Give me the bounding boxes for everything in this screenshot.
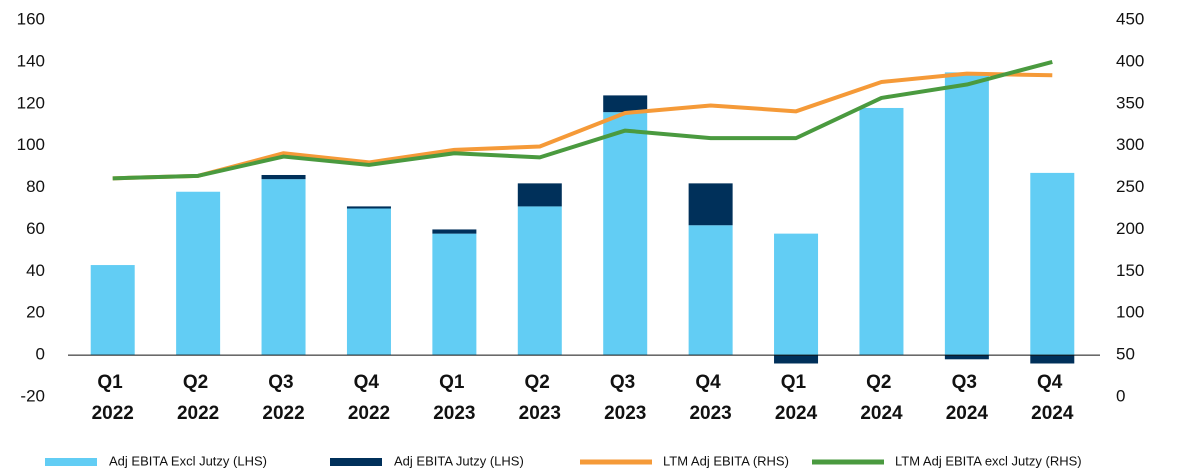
x-tick-label: Q3 2024: [946, 372, 989, 424]
legend-label: Adj EBITA Jutzy (LHS): [394, 453, 524, 468]
x-tick-label: Q4 2023: [689, 372, 731, 424]
y2-tick-label: 200: [1116, 219, 1144, 238]
y-tick-label: 80: [26, 177, 45, 196]
bar: [603, 112, 648, 356]
x-tick-label: Q1 2022: [92, 372, 134, 424]
bar: [859, 107, 904, 356]
bar: [176, 191, 221, 356]
y-tick-label: 20: [26, 303, 45, 322]
x-tick-label: Q2 2023: [519, 372, 561, 424]
legend-label: LTM Adj EBITA (RHS): [663, 453, 789, 468]
y-tick-label: -20: [20, 386, 45, 405]
legend-swatch: [330, 458, 382, 466]
bar: [1030, 172, 1075, 356]
bar: [688, 225, 733, 356]
line: [112, 59, 1053, 181]
x-tick-label: Q3 2022: [262, 372, 304, 424]
y-tick-label: 40: [26, 261, 45, 280]
x-tick-label-line: Q3: [610, 372, 641, 393]
x-tick-label-line: 2022: [348, 403, 390, 424]
y-tick-label: 0: [36, 345, 45, 364]
bar: [517, 206, 562, 356]
x-tick-label-line: 2024: [860, 403, 903, 424]
bar: [261, 174, 306, 180]
x-tick-label-line: Q1: [439, 372, 470, 393]
x-tick-label: Q3 2023: [604, 372, 646, 424]
y-tick-label: 60: [26, 219, 45, 238]
y2-tick-label: 250: [1116, 177, 1144, 196]
x-tick-label: Q2 2022: [177, 372, 219, 424]
bar: [432, 233, 477, 356]
y2-tick-label: 450: [1116, 9, 1144, 28]
bar: [517, 183, 562, 207]
y2-tick-label: 350: [1116, 93, 1144, 112]
bar: [346, 206, 391, 209]
x-tick-label-line: Q2: [866, 372, 897, 393]
bar: [603, 95, 648, 113]
legend-swatch: [45, 458, 97, 466]
x-tick-label-line: Q3: [952, 372, 983, 393]
bar: [1030, 355, 1075, 364]
bar: [774, 355, 819, 364]
x-tick-label: Q1 2023: [433, 372, 475, 424]
x-tick-label-line: 2023: [689, 403, 731, 424]
y-tick-label: 120: [17, 93, 45, 112]
x-tick-label-line: 2022: [262, 403, 304, 424]
bar: [346, 208, 391, 356]
y-tick-label: 160: [17, 9, 45, 28]
bar: [944, 355, 989, 360]
x-tick-label-line: Q2: [524, 372, 555, 393]
x-tick-label-line: Q3: [268, 372, 299, 393]
x-tick-label-line: Q1: [781, 372, 812, 393]
x-tick-label-line: 2024: [946, 403, 989, 424]
y2-tick-label: 300: [1116, 135, 1144, 154]
y2-tick-label: 50: [1116, 345, 1135, 364]
x-tick-label: Q2 2024: [860, 372, 903, 424]
y2-tick-label: 100: [1116, 303, 1144, 322]
x-tick-label-line: Q4: [354, 372, 385, 393]
x-tick-label: Q4 2022: [348, 372, 390, 424]
bar: [774, 233, 819, 356]
x-tick-label-line: 2023: [519, 403, 561, 424]
x-tick-label-line: Q2: [183, 372, 214, 393]
y2-tick-label: 150: [1116, 261, 1144, 280]
x-tick-label: Q4 2024: [1031, 372, 1074, 424]
bar: [432, 229, 477, 234]
y-tick-label: 140: [17, 51, 45, 70]
y2-tick-label: 400: [1116, 51, 1144, 70]
x-tick-label-line: Q4: [1037, 372, 1068, 393]
y-tick-label: 100: [17, 135, 45, 154]
bar: [261, 179, 306, 356]
x-tick-label-line: 2022: [92, 403, 134, 424]
x-tick-label-line: 2023: [433, 403, 475, 424]
x-tick-label-line: 2023: [604, 403, 646, 424]
x-tick-label-line: 2022: [177, 403, 219, 424]
x-tick-label-line: 2024: [1031, 403, 1074, 424]
legend-label: Adj EBITA Excl Jutzy (LHS): [109, 453, 267, 468]
bar: [688, 183, 733, 226]
legend-label: LTM Adj EBITA excl Jutzy (RHS): [895, 453, 1082, 468]
x-tick-label-line: Q4: [695, 372, 726, 393]
bar: [944, 72, 989, 356]
x-tick-label-line: 2024: [775, 403, 818, 424]
x-tick-label-line: Q1: [97, 372, 128, 393]
x-tick-label: Q1 2024: [775, 372, 818, 424]
y2-tick-label: 0: [1116, 386, 1125, 405]
bar: [90, 265, 135, 356]
line: [112, 71, 1053, 181]
